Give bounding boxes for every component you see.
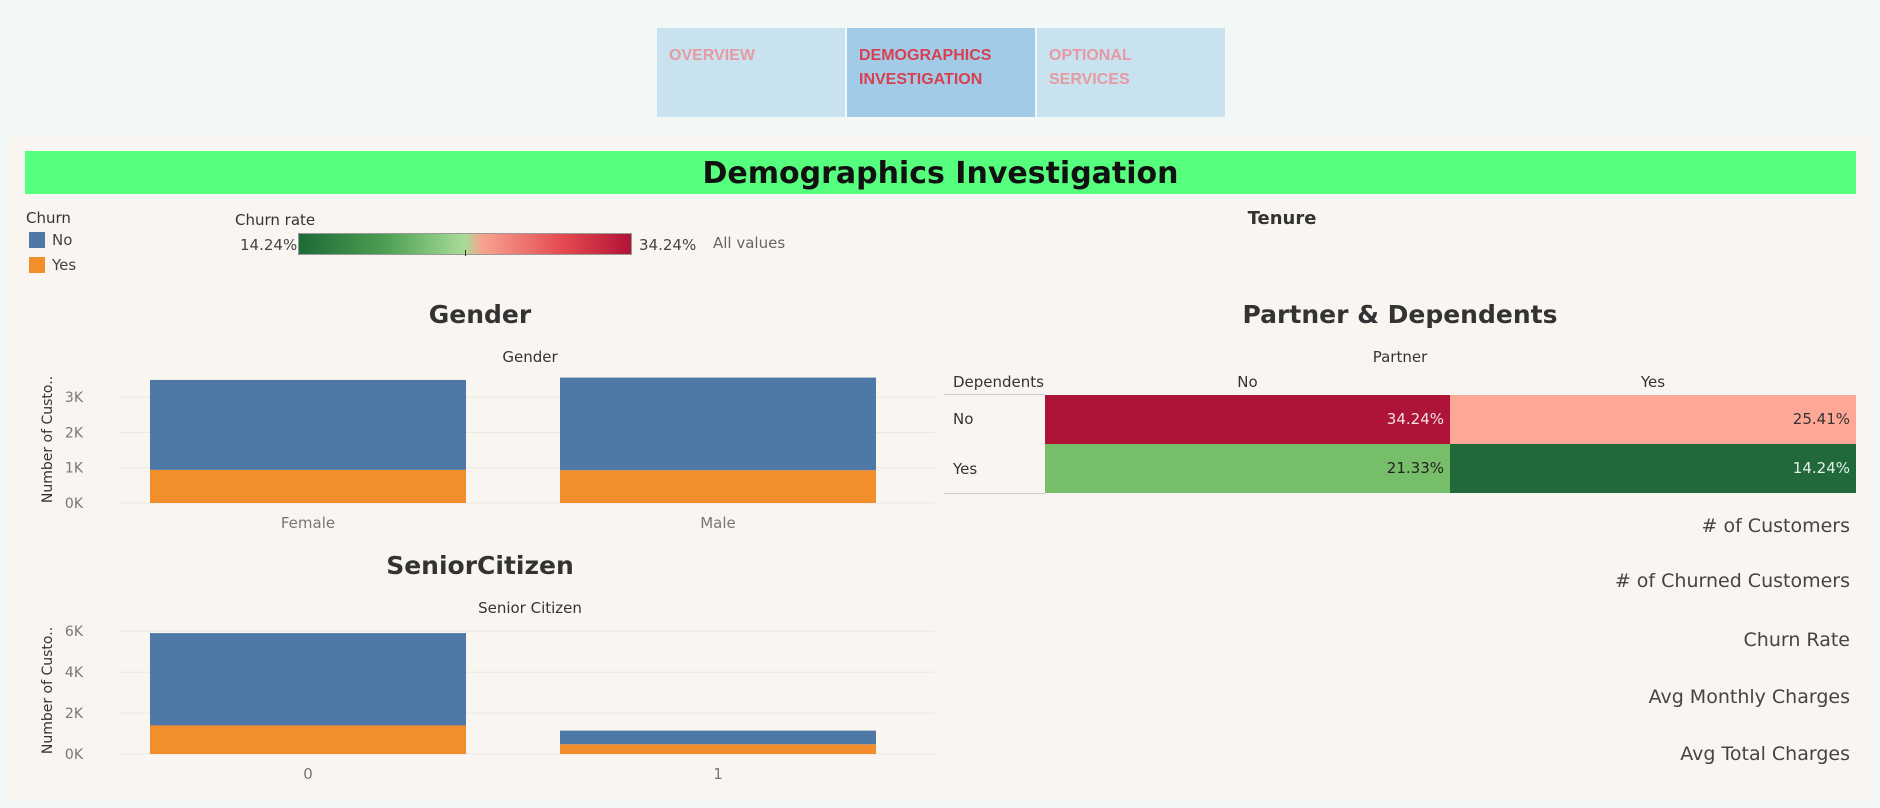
churn-yes-swatch [29, 257, 45, 273]
tab-demographics-investigation[interactable]: DEMOGRAPHICS INVESTIGATION [847, 28, 1035, 117]
x-tick-label: 0 [303, 765, 313, 783]
churn-legend-title: Churn [26, 209, 71, 227]
heatmap-cell-no-no[interactable]: 34.24% [1045, 395, 1450, 444]
partner-heatmap: Partner Dependents No Yes No Yes 34.24% … [944, 346, 1856, 496]
heatmap-col-axis-title: Partner [1372, 348, 1428, 366]
bar-no [150, 633, 466, 726]
churn-rate-legend-title: Churn rate [235, 211, 316, 229]
heatmap-cell-yes-no[interactable]: 21.33% [1045, 444, 1450, 493]
kpi-churned-customers-label: # of Churned Customers [1614, 570, 1850, 592]
y-tick-label: 3K [65, 390, 84, 406]
y-tick-label: 2K [65, 425, 84, 441]
churn-rate-midmark [465, 250, 466, 256]
bar-yes [150, 725, 466, 754]
kpi-customers-label: # of Customers [1701, 515, 1850, 537]
churn-rate-max: 34.24% [639, 236, 697, 254]
x-tick-label: 1 [713, 765, 723, 783]
kpi-churn-rate-label: Churn Rate [1743, 629, 1850, 651]
heatmap-col-yes: Yes [1640, 373, 1666, 391]
heatmap-divider [944, 394, 1045, 395]
heatmap-col-no: No [1237, 373, 1258, 391]
heatmap-row-no: No [953, 410, 974, 428]
heatmap-divider [944, 493, 1045, 494]
y-tick-label: 0K [65, 496, 84, 512]
gender-bar-chart: Gender Number of Custo.. 0K 1K 2K 3K Female Mal… [40, 348, 935, 532]
churn-no-swatch [29, 232, 45, 248]
heatmap-row-header: Dependents [953, 373, 1044, 391]
heatmap-row-yes: Yes [953, 460, 978, 478]
heatmap-cell-yes-yes[interactable]: 14.24% [1450, 444, 1856, 493]
kpi-avg-total-charges-label: Avg Total Charges [1680, 743, 1850, 765]
partner-section-title: Partner & Dependents [1242, 300, 1558, 329]
bar-yes [560, 470, 876, 503]
y-tick-label: 2K [65, 706, 84, 722]
chart-subtitle: Gender [502, 348, 558, 366]
senior-section-title: SeniorCitizen [386, 551, 574, 580]
y-tick-label: 1K [65, 461, 84, 477]
tab-optional-services[interactable]: OPTIONAL SERVICES [1037, 28, 1225, 117]
churn-rate-all-values[interactable]: All values [713, 234, 786, 252]
bar-yes [150, 469, 466, 503]
heatmap-cell-no-yes[interactable]: 25.41% [1450, 395, 1856, 444]
y-axis-label: Number of Custo.. [40, 376, 56, 503]
bar-no [560, 377, 876, 471]
churn-yes-label[interactable]: Yes [52, 256, 77, 274]
y-tick-label: 4K [65, 665, 84, 681]
tenure-title: Tenure [1247, 208, 1317, 229]
x-tick-label: Female [281, 514, 335, 532]
bar-no [150, 379, 466, 470]
bar-no [560, 730, 876, 745]
churn-rate-min: 14.24% [240, 236, 298, 254]
churn-no-label[interactable]: No [52, 231, 73, 249]
y-tick-label: 0K [65, 747, 84, 763]
senior-bar-chart: Senior Citizen Number of Custo.. 0K 2K 4K 6K 0… [40, 599, 935, 783]
tab-overview[interactable]: OVERVIEW [657, 28, 845, 117]
y-tick-label: 6K [65, 624, 84, 640]
y-axis-label: Number of Custo.. [40, 627, 56, 754]
dashboard-title: Demographics Investigation [25, 151, 1856, 194]
x-tick-label: Male [700, 514, 736, 532]
bar-yes [560, 744, 876, 754]
chart-subtitle: Senior Citizen [478, 599, 582, 617]
kpi-avg-monthly-charges-label: Avg Monthly Charges [1648, 686, 1850, 708]
gender-section-title: Gender [428, 300, 532, 329]
